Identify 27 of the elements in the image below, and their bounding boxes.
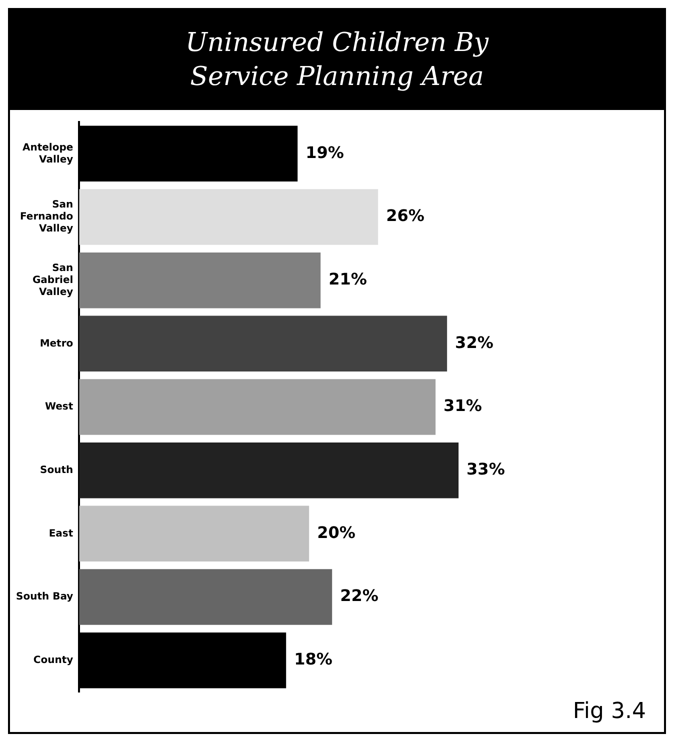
data-label: 22% [340,586,378,606]
y-tick-label: South [40,464,74,476]
y-tick-label: West [44,402,74,413]
chart-title: Uninsured Children By Service Planning Area [184,27,490,94]
data-label: 31% [444,396,482,416]
data-label: 32% [455,332,494,352]
data-label: 18% [294,649,332,668]
bar [79,252,321,308]
bar [79,189,378,245]
y-tick-label: Antelope Valley [22,142,74,166]
y-tick-label: San Gabriel Valley [32,262,74,298]
data-label: 21% [328,269,367,288]
bar [79,506,310,562]
bar [79,569,332,625]
data-label: 19% [306,142,344,162]
y-tick-label: Metro [40,338,74,350]
y-tick-label: San Fernando Valley [20,200,74,235]
bar [79,442,459,498]
bar [79,316,448,372]
y-tick-label: South Bay [16,592,74,603]
data-label: 33% [466,459,505,478]
y-tick-label: County [33,654,74,666]
data-label: 26% [386,206,424,226]
y-tick-label: East [48,528,74,540]
data-label: 20% [317,522,356,542]
bar [79,379,436,435]
caption: Fig 3.4 [572,699,646,724]
